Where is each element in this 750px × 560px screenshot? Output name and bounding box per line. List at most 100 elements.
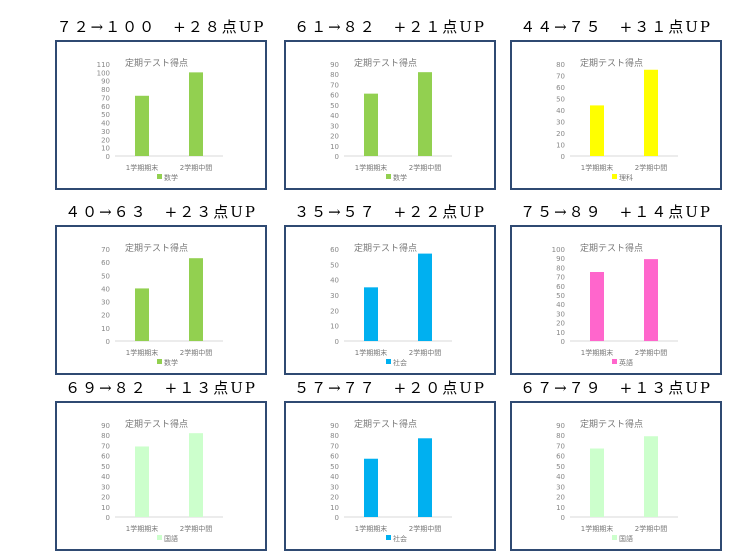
chart-card: ７５→８９ +１４点UP 定期テスト得点 0 10 20 30 40 50 60 70 80 90 10… [510,199,722,375]
y-tick-label: 60 [556,453,565,461]
bar [189,72,203,156]
chart-card: ３５→５７ +２２点UP 定期テスト得点 0 10 20 30 40 50 60 1学期期末 2学期… [284,199,496,375]
y-tick-label: 20 [330,494,339,502]
legend-label: 国語 [619,534,633,543]
y-tick-label: 40 [101,120,110,128]
bar [590,448,604,517]
chart-card: ６１→８２ +２１点UP 定期テスト得点 0 10 20 30 40 50 60 70 80 90 1学… [284,14,496,190]
bar [189,258,203,341]
y-tick-label: 60 [330,246,339,254]
bar [364,93,378,156]
bar [590,105,604,156]
legend-label: 数学 [393,173,407,182]
y-tick-label: 80 [330,432,339,440]
y-tick-label: 90 [101,78,110,86]
y-tick-label: 70 [330,81,339,89]
y-tick-label: 10 [330,504,339,512]
y-tick-label: 20 [556,494,565,502]
y-tick-label: 100 [97,69,110,77]
y-tick-label: 40 [101,473,110,481]
y-tick-label: 60 [556,84,565,92]
y-tick-label: 10 [556,142,565,150]
y-tick-label: 90 [556,422,565,430]
y-tick-label: 20 [556,130,565,138]
chart-title: 定期テスト得点 [580,242,643,254]
y-tick-label: 20 [330,307,339,315]
x-tick-label: 2学期中間 [409,348,441,357]
y-tick-label: 10 [330,323,339,331]
x-tick-label: 2学期中間 [635,524,667,533]
y-tick-label: 40 [556,473,565,481]
bar [135,446,149,517]
x-tick-label: 2学期中間 [180,163,212,172]
y-tick-label: 80 [556,61,565,69]
y-tick-label: 0 [335,338,339,346]
y-tick-label: 20 [101,494,110,502]
chart-card: ５７→７７ +２０点UP 定期テスト得点 0 10 20 30 40 50 60 70 80 90 1学… [284,375,496,551]
bar [418,438,432,517]
y-tick-label: 0 [335,514,339,522]
chart-header: ７５→８９ +１４点UP [520,203,712,221]
chart-title: 定期テスト得点 [354,57,417,69]
chart-title: 定期テスト得点 [580,57,643,69]
x-tick-label: 2学期中間 [180,348,212,357]
y-tick-label: 30 [556,483,565,491]
y-tick-label: 30 [101,483,110,491]
y-tick-label: 40 [556,301,565,309]
y-tick-label: 0 [561,514,565,522]
x-tick-label: 1学期期末 [355,163,387,172]
y-tick-label: 70 [101,246,110,254]
y-tick-label: 40 [330,473,339,481]
y-tick-label: 50 [330,261,339,269]
x-tick-label: 2学期中間 [635,163,667,172]
x-tick-label: 1学期期末 [126,163,158,172]
chart-frame: 定期テスト得点 0 10 20 30 40 50 60 70 80 90 1学期期末 2学期中間 数学 [284,40,496,190]
legend-label: 理科 [619,173,633,182]
y-tick-label: 40 [330,112,339,120]
chart-title: 定期テスト得点 [354,242,417,254]
bar [189,433,203,517]
bar [644,259,658,341]
y-tick-label: 10 [556,329,565,337]
y-tick-label: 90 [330,61,339,69]
chart-frame: 定期テスト得点 0 10 20 30 40 50 60 70 80 90 1学期期末 2学期中間 国語 [55,401,267,551]
y-tick-label: 50 [556,96,565,104]
legend-label: 国語 [164,534,178,543]
bar [644,69,658,156]
legend-swatch [612,535,617,540]
y-tick-label: 30 [101,299,110,307]
y-tick-label: 100 [552,246,565,254]
x-tick-label: 1学期期末 [581,163,613,172]
y-tick-label: 20 [556,320,565,328]
y-tick-label: 60 [101,453,110,461]
chart-card: ６９→８２ +１３点UP 定期テスト得点 0 10 20 30 40 50 60 70 80 90 1学… [55,375,267,551]
chart-card: ４０→６３ +２３点UP 定期テスト得点 0 10 20 30 40 50 60 70 1学期期末 2… [55,199,267,375]
bar [590,272,604,341]
y-tick-label: 80 [556,432,565,440]
y-tick-label: 30 [330,483,339,491]
bar [135,288,149,341]
y-tick-label: 40 [101,285,110,293]
y-tick-label: 40 [330,277,339,285]
x-tick-label: 1学期期末 [581,348,613,357]
legend-swatch [386,174,391,179]
y-tick-label: 60 [556,283,565,291]
x-tick-label: 2学期中間 [409,524,441,533]
y-tick-label: 30 [330,292,339,300]
legend-label: 英語 [619,358,633,367]
x-tick-label: 2学期中間 [635,348,667,357]
y-tick-label: 30 [330,122,339,130]
y-tick-label: 60 [330,453,339,461]
chart-header: ６７→７９ +１３点UP [520,379,712,397]
legend-swatch [386,535,391,540]
y-tick-label: 50 [556,292,565,300]
y-tick-label: 10 [101,145,110,153]
y-tick-label: 0 [106,338,110,346]
y-tick-label: 90 [330,422,339,430]
y-tick-label: 30 [556,310,565,318]
